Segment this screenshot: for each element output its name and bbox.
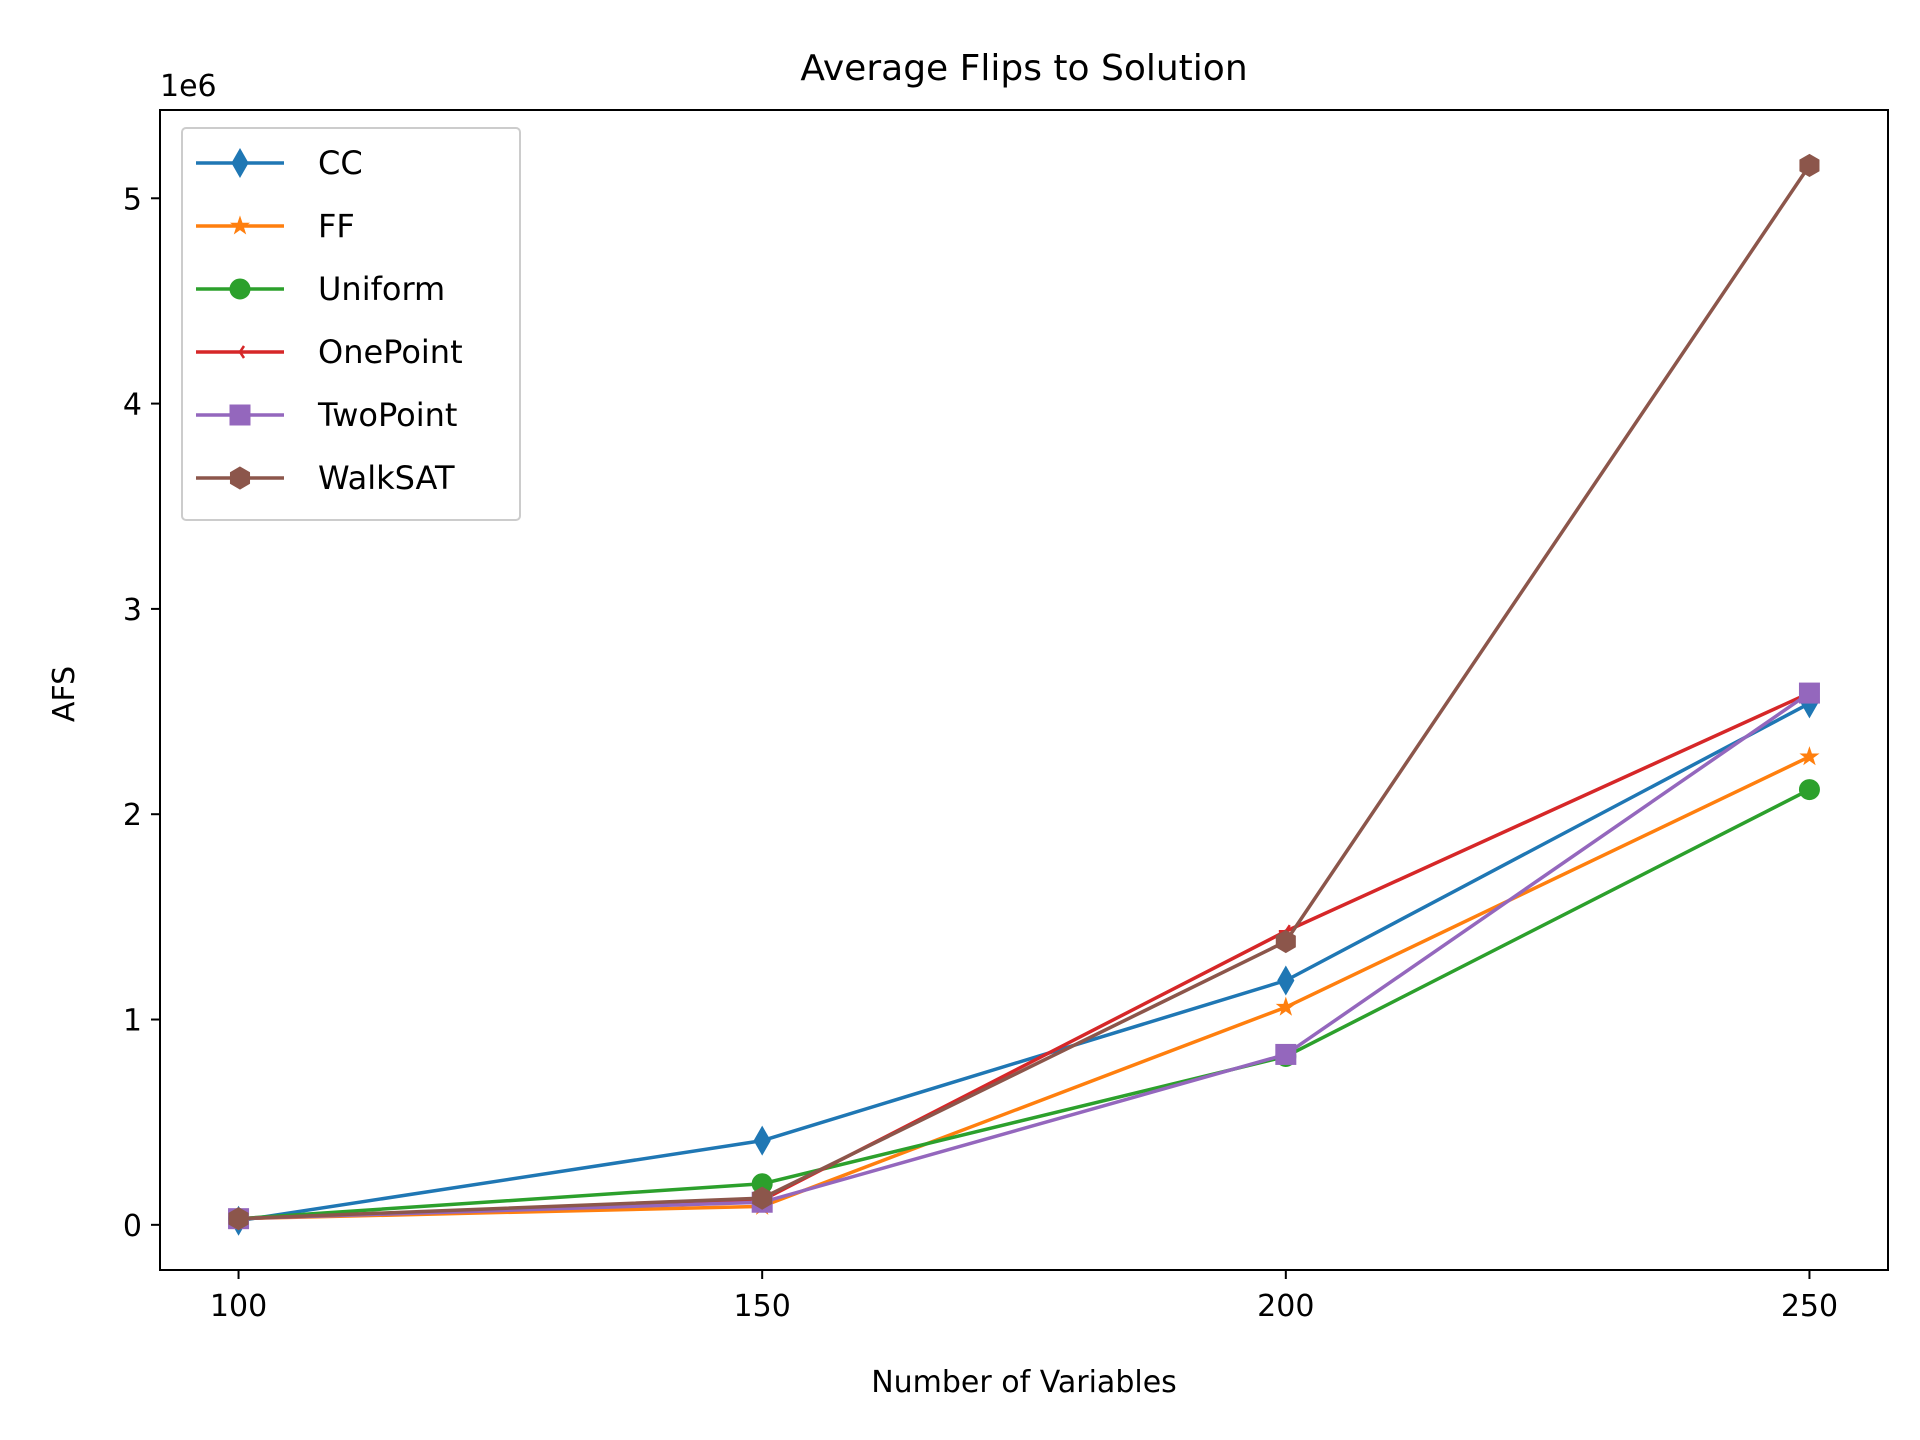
data-point [752, 1186, 773, 1210]
legend-item: OnePoint [196, 333, 463, 371]
x-tick-label: 200 [1257, 1289, 1314, 1324]
series-walksat [228, 153, 1820, 1231]
legend-item: CC [196, 144, 363, 182]
data-point [1799, 746, 1820, 766]
series-line [236, 700, 1812, 1223]
data-point [1277, 965, 1295, 996]
data-point [1798, 779, 1820, 801]
legend-marker [233, 345, 246, 359]
x-axis-label: Number of Variables [871, 1365, 1177, 1400]
series-line [236, 690, 1812, 1221]
x-tick-label: 150 [734, 1289, 791, 1324]
legend-item: FF [196, 207, 355, 245]
legend-marker [229, 404, 251, 426]
legend-marker [231, 147, 249, 179]
y-tick-label: 1 [123, 1004, 142, 1039]
legend-item: TwoPoint [196, 396, 457, 434]
series-line [236, 787, 1812, 1221]
series-line [236, 163, 1812, 1221]
y-offset-label: 1e6 [160, 69, 217, 104]
legend-label: WalkSAT [318, 459, 455, 497]
data-point [1798, 682, 1820, 704]
x-tick-label: 100 [210, 1289, 267, 1324]
series-line [236, 754, 1812, 1221]
legend-label: Uniform [318, 270, 445, 308]
legend-label: FF [318, 207, 355, 245]
data-point [1275, 1043, 1297, 1065]
legend-marker [229, 278, 251, 300]
legend: CC FF Uniform OnePoint TwoPoint WalkSAT [181, 127, 521, 521]
legend-item: Uniform [196, 270, 445, 308]
x-axis-ticks: 100 150 200 250 [210, 1270, 1838, 1324]
data-point [753, 1125, 771, 1156]
plot-series [228, 153, 1820, 1236]
x-tick-label: 250 [1781, 1289, 1838, 1324]
legend-label: TwoPoint [317, 396, 457, 434]
data-point [1275, 996, 1296, 1016]
legend-item: WalkSAT [196, 459, 455, 497]
data-point [1799, 153, 1820, 178]
y-tick-label: 4 [123, 388, 142, 423]
legend-marker [229, 215, 251, 235]
y-tick-label: 2 [123, 798, 142, 833]
y-axis-ticks: 0 1 2 3 4 5 [123, 182, 160, 1244]
y-tick-label: 0 [123, 1209, 142, 1244]
data-point [1275, 929, 1296, 954]
data-point [228, 1207, 249, 1231]
legend-marker [229, 466, 251, 490]
plot-area-frame [159, 109, 1889, 1271]
chart-title: Average Flips to Solution [800, 48, 1247, 89]
legend-label: CC [318, 144, 363, 182]
y-axis-label: AFS [47, 666, 82, 722]
y-tick-label: 3 [123, 593, 142, 628]
y-tick-label: 5 [123, 182, 142, 217]
legend-label: OnePoint [318, 333, 463, 371]
